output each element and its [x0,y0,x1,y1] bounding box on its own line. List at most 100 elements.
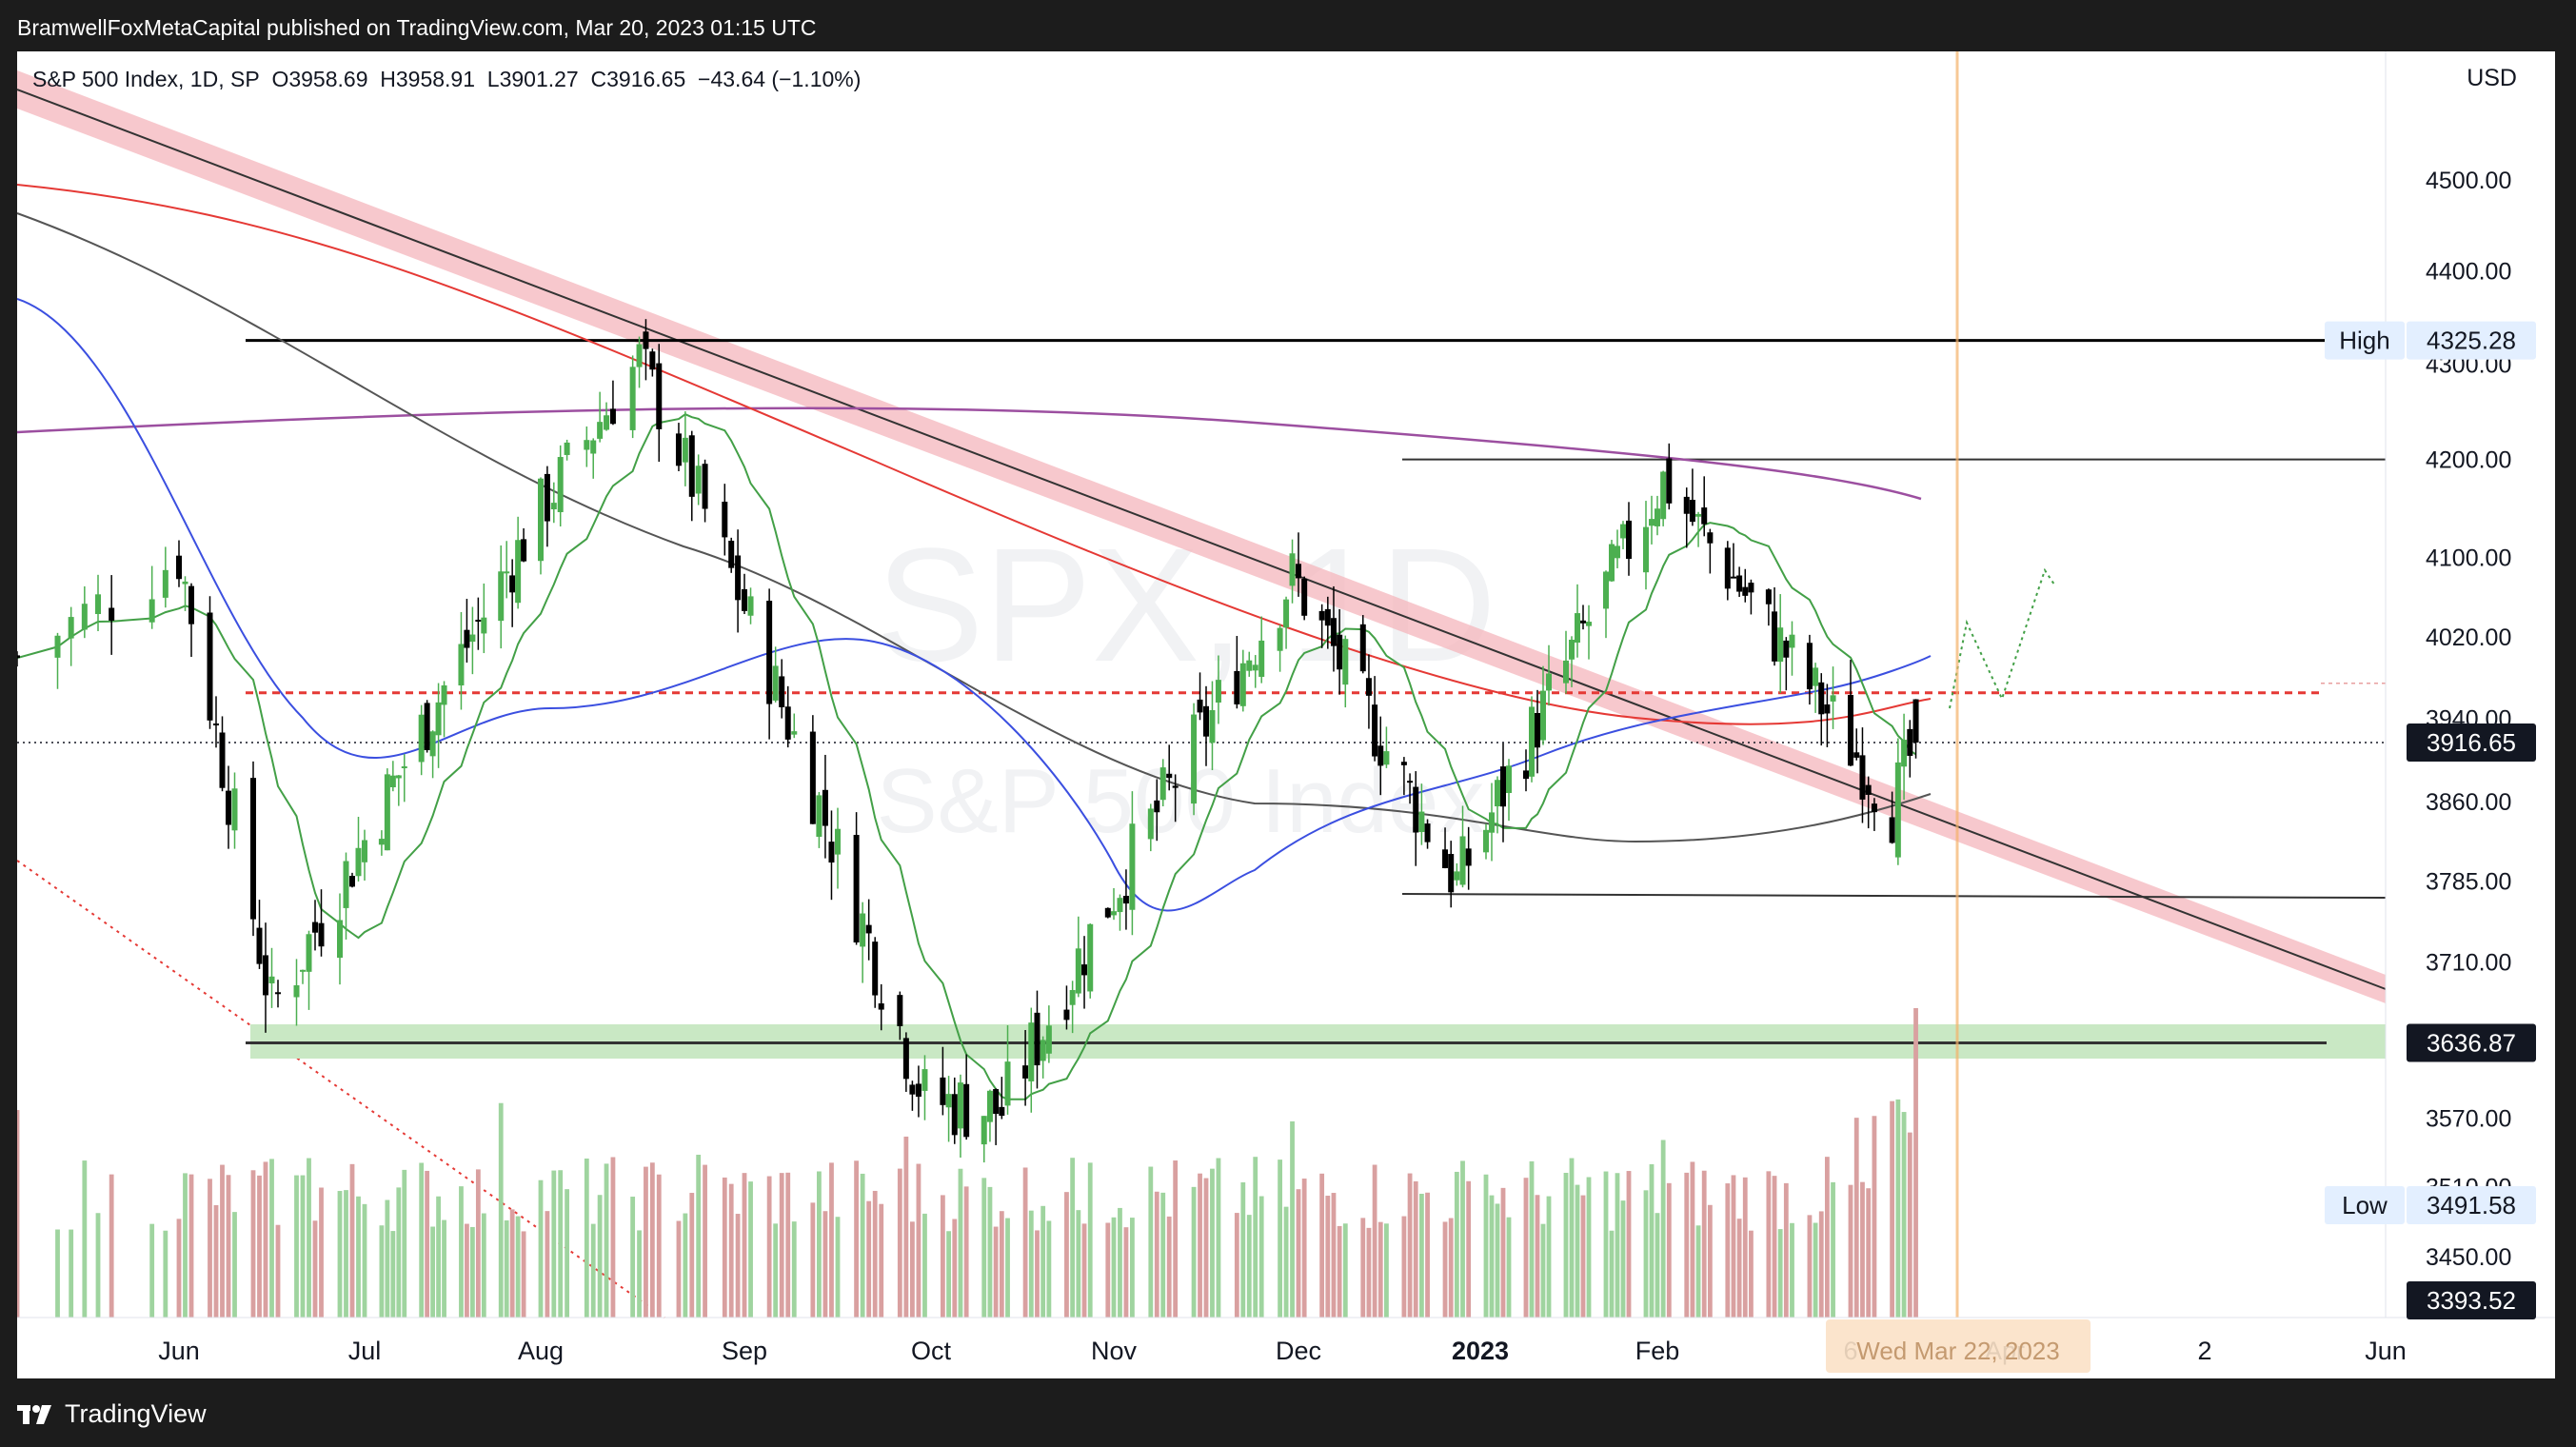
candle[interactable] [349,876,355,887]
candle[interactable] [688,435,695,497]
candle[interactable] [1643,526,1649,573]
candle[interactable] [735,555,742,601]
candle[interactable] [81,604,88,630]
candle[interactable] [1813,667,1819,686]
candle[interactable] [853,835,860,943]
candle[interactable] [435,702,442,736]
candle[interactable] [1580,620,1586,624]
candle[interactable] [1324,608,1331,626]
candle[interactable] [865,924,872,934]
candle[interactable] [384,774,390,851]
candle[interactable] [1365,678,1372,696]
candle[interactable] [1129,823,1136,910]
candle[interactable] [1701,507,1708,525]
candle[interactable] [1377,745,1384,766]
candle[interactable] [149,599,155,623]
candle[interactable] [1535,713,1540,748]
candle[interactable] [963,1083,970,1138]
candle[interactable] [722,502,728,538]
candle[interactable] [1695,513,1702,517]
candle[interactable] [1342,639,1349,685]
candle[interactable] [1289,553,1296,586]
candle[interactable] [1523,770,1529,780]
candle[interactable] [213,723,219,725]
candle[interactable] [1871,803,1877,813]
candle[interactable] [1546,673,1552,691]
candle[interactable] [816,795,822,838]
candle[interactable] [1489,812,1495,833]
candle[interactable] [1666,458,1673,504]
candle[interactable] [584,440,590,450]
candle[interactable] [1830,695,1836,702]
candle[interactable] [728,541,735,568]
candle[interactable] [1660,471,1667,520]
candle[interactable] [188,585,194,624]
candle[interactable] [1495,780,1500,807]
candle[interactable] [458,644,465,685]
candle[interactable] [1081,964,1088,976]
candle[interactable] [226,790,231,825]
candle[interactable] [872,942,879,996]
candle[interactable] [957,1082,963,1129]
candle[interactable] [656,363,663,429]
candle[interactable] [256,927,263,964]
candle[interactable] [1296,564,1301,579]
candle[interactable] [902,1038,909,1080]
candle[interactable] [1586,622,1592,626]
candle[interactable] [772,665,779,701]
candle[interactable] [509,575,516,593]
candle[interactable] [441,684,447,705]
candle[interactable] [945,1094,952,1108]
candle[interactable] [1859,755,1866,800]
support-3773-line[interactable] [1401,893,2387,900]
candle[interactable] [1736,575,1743,592]
candle[interactable] [1197,699,1203,713]
candle[interactable] [604,415,610,430]
candle[interactable] [162,569,168,598]
candle[interactable] [915,1083,921,1098]
candle[interactable] [1724,547,1731,589]
candle[interactable] [1277,627,1283,651]
candle[interactable] [1806,643,1813,690]
candle[interactable] [306,934,312,972]
candle[interactable] [475,620,482,623]
candle[interactable] [275,992,281,995]
candle[interactable] [343,861,349,908]
candle[interactable] [1111,911,1117,916]
candle[interactable] [986,1090,993,1122]
candle[interactable] [389,775,396,787]
candle[interactable] [766,601,773,704]
candle[interactable] [609,408,616,425]
candle[interactable] [1209,709,1216,743]
candle[interactable] [940,1077,946,1105]
candle[interactable] [1772,611,1778,662]
candle[interactable] [835,828,841,855]
candle[interactable] [293,985,300,998]
candle[interactable] [1318,610,1325,621]
candle[interactable] [1413,786,1419,833]
candle[interactable] [828,842,835,863]
chart-area[interactable]: SPX, 1D S&P 500 Index 4500.00 4400.00 4300.0… [17,51,2555,1378]
candle[interactable] [219,732,226,788]
candle[interactable] [564,442,570,455]
candle[interactable] [1400,762,1407,765]
candle[interactable] [250,778,256,920]
candle[interactable] [1028,1022,1035,1081]
candle[interactable] [629,367,636,430]
candle[interactable] [1075,948,1081,994]
candle[interactable] [231,788,238,831]
candle[interactable] [1707,532,1714,544]
candle[interactable] [1359,624,1366,672]
candle[interactable] [1159,767,1166,801]
candle[interactable] [1818,682,1825,715]
dotted-trend-line[interactable] [17,860,665,1318]
candle[interactable] [921,1069,928,1091]
candle[interactable] [1777,627,1784,663]
candle[interactable] [909,1084,916,1095]
candle[interactable] [1407,781,1414,783]
candle[interactable] [550,503,557,510]
candle[interactable] [1765,589,1772,605]
candle[interactable] [1154,800,1160,813]
candle[interactable] [469,634,476,643]
candle[interactable] [1649,519,1655,526]
